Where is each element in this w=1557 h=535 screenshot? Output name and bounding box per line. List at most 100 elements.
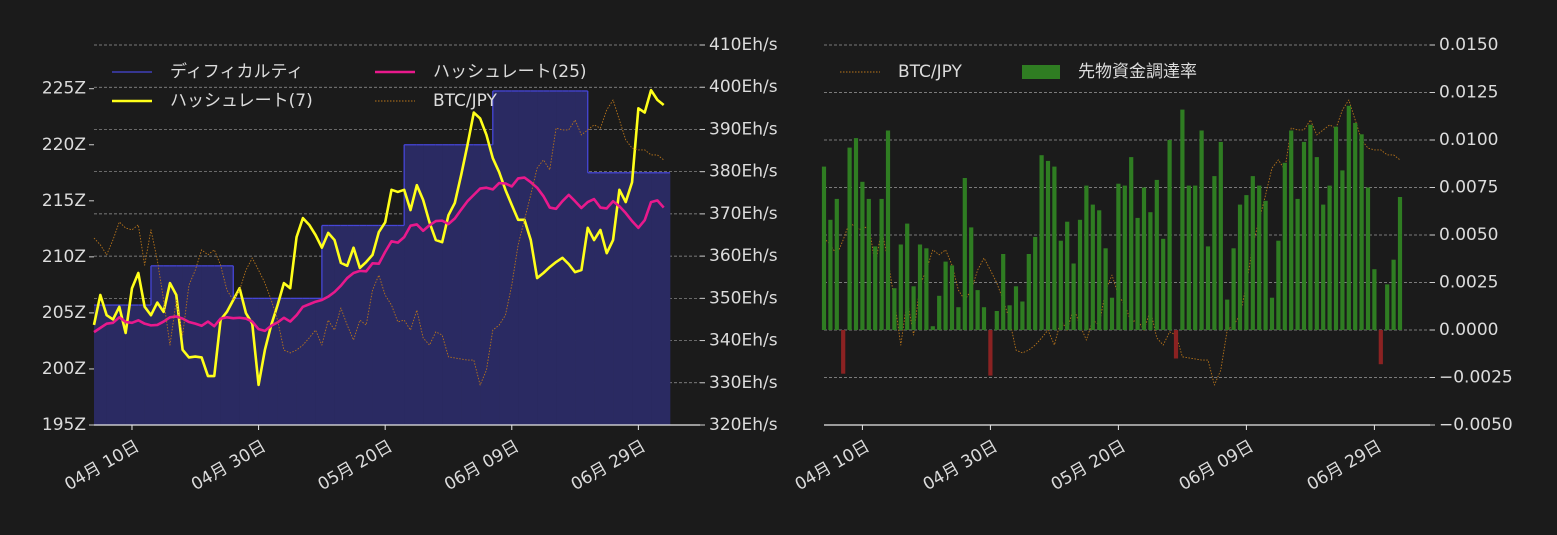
difficulty-area xyxy=(606,172,614,425)
y-tick-label: 225Z xyxy=(42,79,86,99)
difficulty-area xyxy=(575,90,582,425)
y-tick-label: 0.0000 xyxy=(1439,320,1498,340)
difficulty-area xyxy=(638,172,646,425)
difficulty-area xyxy=(328,225,335,425)
bar xyxy=(1231,248,1236,330)
bar xyxy=(1295,198,1300,330)
bar xyxy=(905,223,910,330)
y2-tick-label: 410Eh/s xyxy=(709,35,778,55)
difficulty-area xyxy=(233,298,240,425)
bar xyxy=(892,288,897,330)
difficulty-area xyxy=(524,90,532,425)
difficulty-area xyxy=(290,298,297,425)
bar xyxy=(1237,204,1243,330)
bar xyxy=(860,181,865,330)
y-tick-label: 200Z xyxy=(42,359,86,379)
bar xyxy=(1052,166,1057,330)
difficulty-area xyxy=(549,90,557,425)
legend-label: ハッシュレート(7) xyxy=(170,91,313,111)
difficulty-area xyxy=(188,265,196,425)
series-line xyxy=(92,88,665,387)
difficulty-area xyxy=(195,265,202,425)
y-tick-label: 195Z xyxy=(42,415,86,435)
bar xyxy=(1340,170,1345,330)
bar xyxy=(1071,263,1076,330)
difficulty-area xyxy=(473,144,481,425)
difficulty-area xyxy=(461,144,468,425)
bar xyxy=(949,265,955,330)
bar xyxy=(1045,160,1051,330)
legend-swatch xyxy=(1022,65,1060,79)
bar xyxy=(994,311,999,330)
difficulty-area xyxy=(100,305,107,425)
bar xyxy=(1359,134,1364,330)
bar xyxy=(930,326,935,330)
series-line xyxy=(823,99,1401,386)
difficulty-area xyxy=(353,225,361,425)
difficulty-area xyxy=(651,172,658,425)
difficulty-area xyxy=(226,265,234,425)
bar xyxy=(1282,162,1287,330)
bar xyxy=(1161,238,1166,330)
bar xyxy=(1250,176,1255,330)
bar xyxy=(1186,185,1191,330)
bar xyxy=(1180,109,1185,330)
difficulty-area xyxy=(581,90,589,425)
difficulty-area xyxy=(511,90,519,425)
y2-tick-label: 330Eh/s xyxy=(709,373,778,393)
difficulty-area xyxy=(543,90,551,425)
bar xyxy=(1378,330,1383,365)
y-tick-label: 210Z xyxy=(42,247,86,267)
bar xyxy=(828,219,833,330)
bar xyxy=(1020,301,1025,330)
bar xyxy=(1218,141,1223,330)
bar xyxy=(1103,248,1108,330)
y-tick-label: 0.0025 xyxy=(1439,273,1498,293)
bar xyxy=(1109,297,1115,330)
difficulty-area xyxy=(467,144,475,425)
difficulty-area xyxy=(632,172,639,425)
difficulty-area xyxy=(537,90,544,425)
bar xyxy=(1173,330,1179,359)
y2-tick-label: 340Eh/s xyxy=(709,331,778,351)
bar xyxy=(1308,124,1313,330)
bar xyxy=(1301,141,1307,330)
difficulty-area xyxy=(644,172,652,425)
bar xyxy=(1199,130,1204,330)
difficulty-area xyxy=(594,172,601,425)
legend-label: BTC/JPY xyxy=(898,62,963,82)
difficulty-area xyxy=(397,225,405,425)
bar xyxy=(879,198,884,330)
difficulty-area xyxy=(106,305,114,425)
bar xyxy=(988,330,993,376)
y2-tick-label: 380Eh/s xyxy=(709,162,778,182)
bar xyxy=(885,130,891,330)
difficulty-area xyxy=(302,298,310,425)
bar xyxy=(956,307,961,330)
bar xyxy=(943,261,948,330)
bar xyxy=(1122,185,1127,330)
bar xyxy=(1013,286,1019,330)
bar xyxy=(1129,157,1134,330)
legend-label: ハッシュレート(25) xyxy=(433,62,587,82)
bar xyxy=(1039,155,1044,330)
y2-tick-label: 400Eh/s xyxy=(709,77,778,97)
bar xyxy=(1321,204,1326,330)
difficulty-area xyxy=(657,172,664,425)
difficulty-area xyxy=(518,90,525,425)
difficulty-area xyxy=(182,265,190,425)
difficulty-area xyxy=(334,225,342,425)
difficulty-area xyxy=(378,225,386,425)
difficulty-area xyxy=(163,265,171,425)
y-tick-label: 0.0100 xyxy=(1439,130,1498,150)
bar xyxy=(1225,299,1230,330)
difficulty-area xyxy=(562,90,570,425)
difficulty-area xyxy=(568,90,576,425)
difficulty-area xyxy=(245,298,253,425)
bar xyxy=(1007,305,1012,330)
difficulty-area xyxy=(454,144,462,425)
difficulty-area xyxy=(201,265,209,425)
bar xyxy=(1084,185,1089,330)
bar xyxy=(898,244,903,330)
y-tick-label: −0.0050 xyxy=(1439,415,1513,435)
